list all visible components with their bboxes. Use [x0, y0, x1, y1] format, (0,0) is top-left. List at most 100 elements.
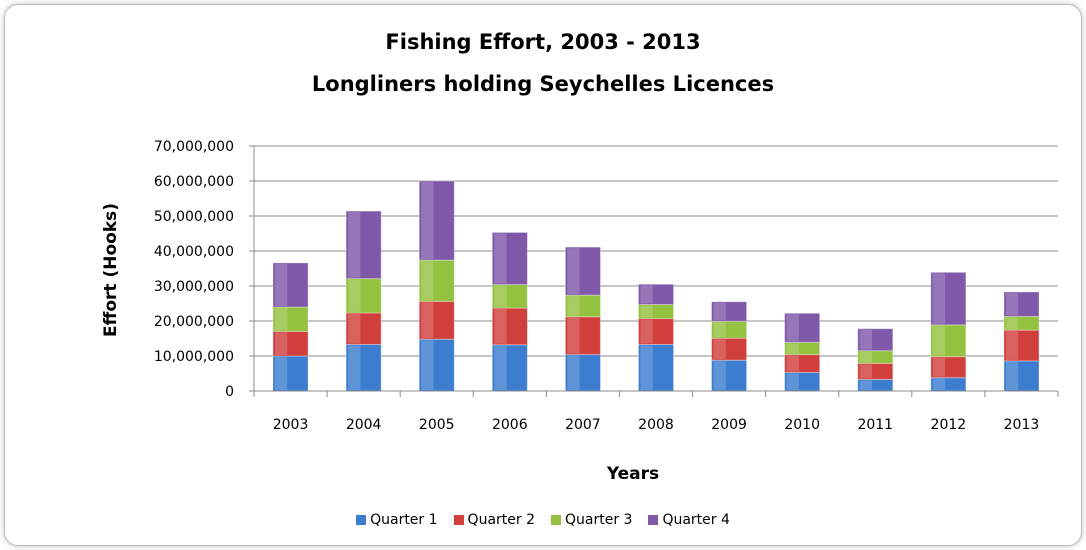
- bar-segment: [564, 246, 601, 296]
- bar-highlight: [348, 313, 361, 344]
- bar-highlight: [421, 182, 434, 260]
- chart-title: Fishing Effort, 2003 - 2013: [385, 30, 701, 54]
- bar-segment: [784, 341, 821, 356]
- bar-highlight: [932, 378, 946, 390]
- bar-highlight: [859, 329, 873, 350]
- y-tick-label: 60,000,000: [154, 174, 234, 190]
- bar-segment: [711, 359, 748, 392]
- bar-highlight: [859, 351, 873, 363]
- legend-label: Quarter 2: [467, 512, 535, 528]
- chart-subtitle: Longliners holding Seychelles Licences: [311, 72, 775, 96]
- bar-segment: [1003, 360, 1040, 392]
- x-tick-label: 2013: [1004, 417, 1040, 433]
- bar-highlight: [713, 339, 726, 360]
- bar-highlight: [932, 357, 946, 377]
- bar-highlight: [1005, 317, 1019, 330]
- bar-segment: [491, 307, 528, 346]
- legend-swatch: [356, 515, 367, 525]
- bar-highlight: [786, 373, 799, 390]
- bar-segment: [418, 300, 455, 340]
- legend-item: Quarter 2: [453, 512, 535, 528]
- legend-label: Quarter 4: [662, 512, 730, 528]
- bar-highlight: [348, 279, 361, 312]
- bar-highlight: [859, 364, 873, 379]
- x-tick-label: 2008: [638, 417, 674, 433]
- bar-highlight: [786, 343, 799, 354]
- legend-swatch: [648, 515, 659, 525]
- bar-highlight: [640, 305, 653, 318]
- bar-segment: [784, 312, 821, 343]
- bar-segment: [345, 278, 382, 314]
- bar-highlight: [1005, 331, 1019, 360]
- bar-highlight: [275, 308, 288, 331]
- x-tick-label: 2005: [419, 417, 455, 433]
- x-axis-label: Years: [606, 464, 659, 484]
- bar-segment: [637, 283, 675, 306]
- bar-segment: [930, 324, 967, 358]
- bar-highlight: [421, 261, 434, 301]
- legend-item: Quarter 4: [648, 512, 730, 528]
- bar-highlight: [1005, 361, 1019, 390]
- x-tick-label: 2004: [346, 417, 382, 433]
- bar-highlight: [713, 302, 726, 321]
- bar-highlight: [1005, 292, 1019, 316]
- bar-segment: [272, 331, 309, 357]
- bar-highlight: [494, 309, 507, 344]
- legend-swatch: [551, 515, 561, 525]
- bar-segment: [418, 338, 455, 392]
- bar-highlight: [932, 325, 946, 356]
- bars: [272, 180, 1040, 392]
- bar-highlight: [932, 273, 946, 324]
- bar-segment: [637, 343, 675, 392]
- bar-segment: [418, 259, 455, 302]
- bar-segment: [711, 301, 748, 322]
- legend-label: Quarter 3: [565, 512, 633, 528]
- bar-highlight: [859, 380, 873, 390]
- bar-segment: [418, 180, 455, 261]
- bar-highlight: [348, 212, 361, 278]
- bar-segment: [930, 271, 967, 326]
- x-tick-label: 2003: [273, 417, 309, 433]
- bar-segment: [564, 316, 601, 356]
- bar-highlight: [421, 340, 434, 390]
- bar-segment: [345, 312, 382, 345]
- bar-segment: [564, 354, 601, 392]
- bar-highlight: [567, 317, 580, 354]
- y-axis-label: Effort (Hooks): [101, 203, 121, 337]
- legend-swatch: [453, 515, 464, 525]
- bar-highlight: [567, 296, 580, 316]
- bar-segment: [857, 328, 894, 352]
- y-tick-label: 10,000,000: [154, 349, 234, 365]
- bar-highlight: [567, 248, 580, 295]
- bar-segment: [1003, 291, 1040, 317]
- bar-highlight: [713, 361, 726, 390]
- axes: 0 10,000,000 20,000,000 30,000,000 40,000,00…: [154, 139, 1059, 433]
- x-tick-label: 2012: [931, 417, 967, 433]
- x-tick-label: 2010: [784, 417, 820, 433]
- chart-frame: [4, 4, 1082, 546]
- bar-highlight: [786, 314, 799, 342]
- bar-highlight: [275, 263, 288, 306]
- bar-highlight: [494, 285, 507, 308]
- legend-label: Quarter 1: [370, 512, 438, 528]
- bar-highlight: [421, 302, 434, 339]
- x-tick-label: 2009: [711, 417, 747, 433]
- bar-highlight: [786, 355, 799, 372]
- bar-segment: [637, 318, 675, 345]
- y-tick-label: 70,000,000: [154, 139, 234, 155]
- bar-highlight: [275, 332, 288, 355]
- bar-segment: [272, 262, 309, 308]
- bar-highlight: [713, 322, 726, 338]
- bar-segment: [1003, 329, 1040, 362]
- bar-highlight: [348, 345, 361, 390]
- bar-highlight: [494, 233, 507, 284]
- legend-item: Quarter 1: [356, 512, 438, 528]
- x-tick-label: 2006: [492, 417, 528, 433]
- x-tick-label: 2007: [565, 417, 601, 433]
- bar-highlight: [640, 285, 653, 304]
- x-tick-label: 2011: [857, 417, 893, 433]
- legend: Quarter 1 Quarter 2 Quarter 3 Quarter 4: [0, 512, 1086, 528]
- y-tick-label: 0: [225, 384, 234, 400]
- y-tick-label: 40,000,000: [154, 244, 234, 260]
